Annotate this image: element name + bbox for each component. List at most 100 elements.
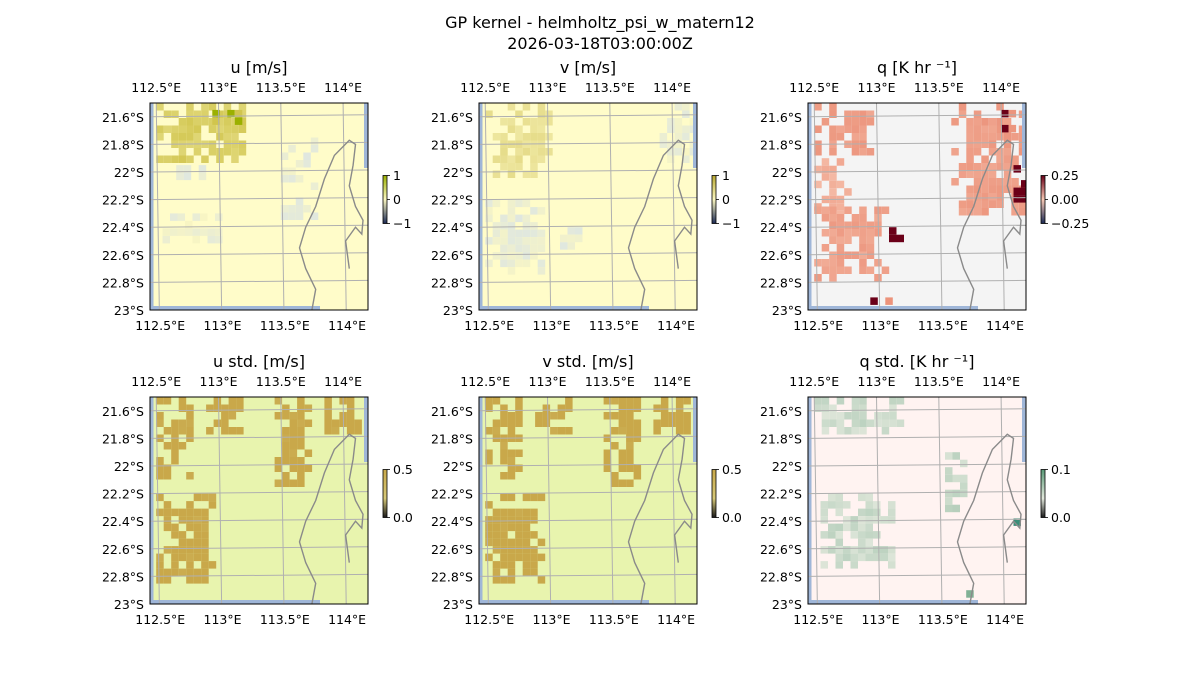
cell xyxy=(881,427,890,435)
cell xyxy=(507,199,516,208)
cell xyxy=(178,397,187,405)
cell xyxy=(500,546,508,554)
cell xyxy=(231,155,239,163)
ytick-label: 22.6°S xyxy=(102,542,144,557)
coastline xyxy=(956,139,1022,310)
xtick-label-top: 113°E xyxy=(858,80,896,95)
cell xyxy=(618,457,627,465)
cell xyxy=(304,449,313,457)
cell xyxy=(297,397,305,405)
colorbar xyxy=(1040,469,1046,518)
cell xyxy=(201,523,209,532)
cell xyxy=(163,508,172,517)
cell xyxy=(215,228,223,236)
cell xyxy=(988,140,997,148)
cell xyxy=(171,546,179,554)
cell xyxy=(274,479,283,487)
cell xyxy=(303,152,311,160)
cell xyxy=(289,434,298,442)
panel-title: u std. [m/s] xyxy=(213,352,305,371)
grid-lat xyxy=(808,408,1026,412)
cell xyxy=(522,252,531,260)
cell xyxy=(522,222,531,230)
cell xyxy=(162,235,170,244)
cell xyxy=(1003,170,1012,178)
cell xyxy=(515,546,523,554)
cell xyxy=(507,553,516,562)
cell xyxy=(178,568,187,577)
cell xyxy=(485,538,493,547)
cell xyxy=(324,419,332,427)
grid-lon xyxy=(876,103,881,310)
colorbar-tick-label: 0.0 xyxy=(722,510,742,525)
cell xyxy=(888,561,896,569)
cell xyxy=(537,237,546,245)
cell xyxy=(829,110,837,118)
cell xyxy=(201,516,209,524)
cell xyxy=(988,200,997,208)
xtick-label-bottom: 113°E xyxy=(533,318,571,333)
cell xyxy=(500,229,508,238)
cell xyxy=(198,172,207,181)
cell xyxy=(1008,124,1017,133)
cell xyxy=(500,531,508,539)
cell xyxy=(530,493,538,502)
cell xyxy=(820,531,828,539)
xtick-label-top: 114°E xyxy=(324,80,362,95)
cell xyxy=(537,267,546,275)
cell xyxy=(485,259,493,268)
cell xyxy=(844,412,852,420)
cell xyxy=(981,140,989,148)
cell xyxy=(515,199,523,208)
cell xyxy=(865,516,873,524)
cell xyxy=(171,155,179,163)
cell xyxy=(177,213,185,221)
cell xyxy=(500,493,508,502)
cell xyxy=(171,523,179,532)
grid-lat xyxy=(808,546,1026,550)
cell xyxy=(297,404,305,412)
ytick-label: 22.4°S xyxy=(760,220,802,235)
cell xyxy=(228,397,237,405)
cell xyxy=(178,538,187,547)
cell xyxy=(814,180,822,189)
cell xyxy=(859,229,867,237)
cell xyxy=(682,110,690,118)
ocean-bottom xyxy=(479,306,649,310)
cell xyxy=(828,546,836,554)
cell xyxy=(515,237,523,245)
cell xyxy=(215,235,223,244)
ytick-label: 22.2°S xyxy=(431,487,473,502)
cell xyxy=(515,419,523,427)
coastline xyxy=(298,433,364,604)
cell xyxy=(859,133,867,141)
cell xyxy=(500,237,508,245)
cell xyxy=(500,155,508,163)
cell xyxy=(186,516,194,524)
cell xyxy=(228,404,237,412)
cell xyxy=(212,109,220,118)
colorbar-tick-label: 0.25 xyxy=(1051,168,1079,183)
colorbar-tick-label: 0 xyxy=(722,192,730,207)
cell xyxy=(865,508,873,517)
cell xyxy=(500,412,508,420)
ytick-label: 22°S xyxy=(772,459,802,474)
gridlines xyxy=(808,397,1026,604)
cell xyxy=(507,244,516,253)
cell xyxy=(996,155,1004,163)
cell xyxy=(1021,180,1026,188)
cell xyxy=(889,404,897,412)
cell xyxy=(297,412,305,420)
ytick-label: 21.8°S xyxy=(760,431,802,446)
cell xyxy=(282,412,290,420)
cell xyxy=(515,531,523,539)
cell xyxy=(200,228,208,236)
cell xyxy=(530,148,538,156)
cell xyxy=(835,531,843,539)
cell xyxy=(522,523,531,532)
cell xyxy=(215,213,223,221)
cell xyxy=(545,118,553,126)
grid-lat xyxy=(808,224,1026,228)
cell xyxy=(515,464,523,472)
cell xyxy=(231,125,239,133)
